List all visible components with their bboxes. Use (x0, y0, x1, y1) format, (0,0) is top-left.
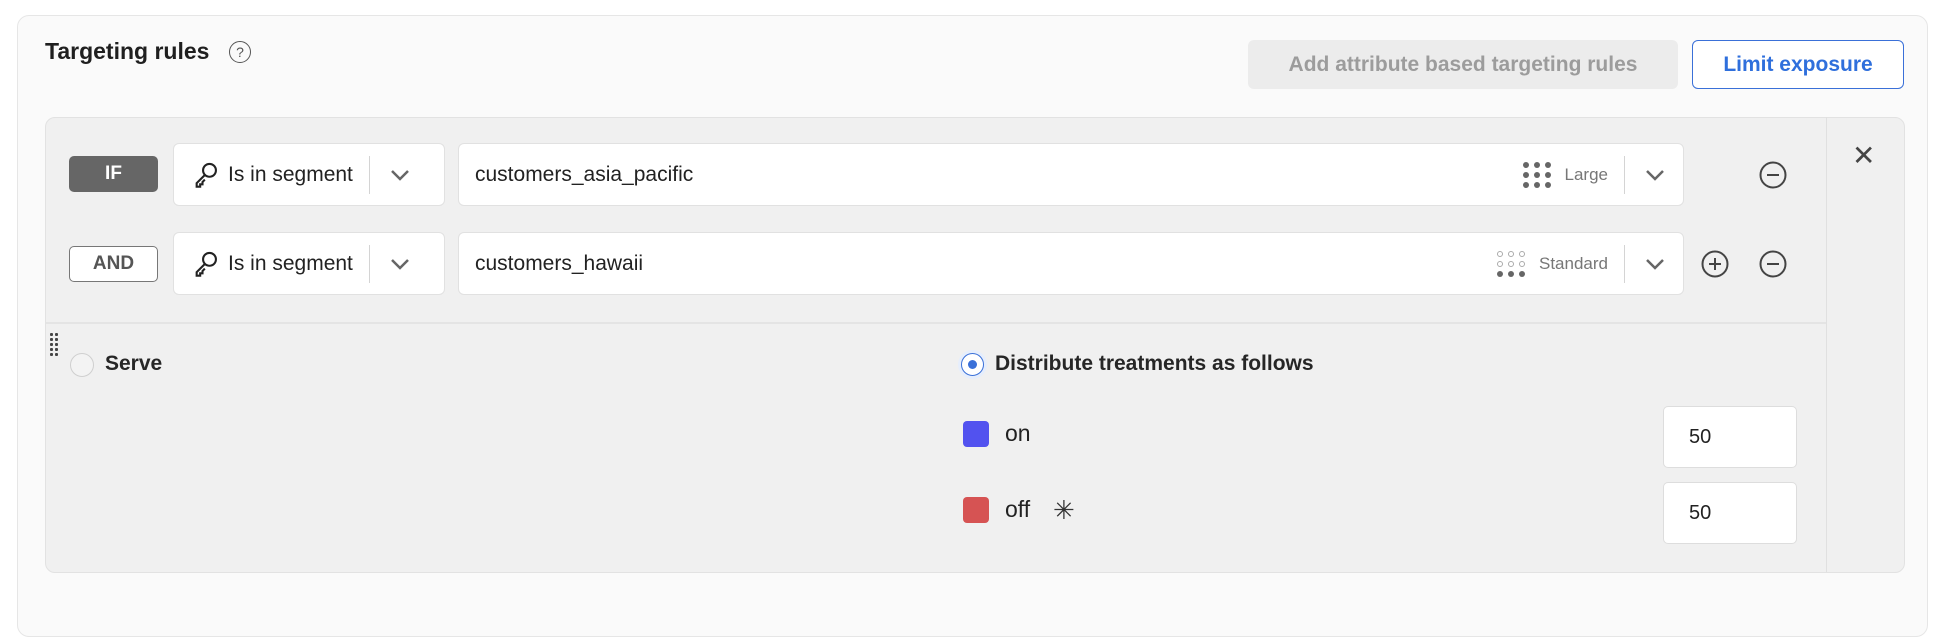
operator-select[interactable]: Is in segment (173, 232, 445, 295)
treatment-percent-input[interactable]: 50 (1663, 482, 1797, 544)
add-condition-icon[interactable] (1701, 250, 1729, 278)
segment-value: customers_hawaii (475, 251, 644, 275)
key-icon (195, 162, 217, 188)
treatment-color-swatch (963, 497, 989, 523)
default-treatment-icon: ✳ (1053, 495, 1075, 525)
question-circle-icon[interactable]: ? (229, 41, 251, 63)
segment-select[interactable]: customers_asia_pacific Large (458, 143, 1684, 206)
close-icon[interactable]: ✕ (1852, 140, 1876, 171)
section-title: Targeting rules (45, 38, 210, 64)
serve-radio[interactable] (70, 353, 94, 377)
remove-condition-icon[interactable] (1759, 161, 1787, 189)
distribute-radio[interactable] (961, 353, 984, 376)
if-badge: IF (69, 156, 158, 192)
operator-select[interactable]: Is in segment (173, 143, 445, 206)
chevron-down-icon[interactable] (390, 258, 410, 270)
treatment-percent-input[interactable]: 50 (1663, 406, 1797, 468)
and-badge: AND (69, 246, 158, 282)
segment-select[interactable]: customers_hawaii Standard (458, 232, 1684, 295)
remove-condition-icon[interactable] (1759, 250, 1787, 278)
segment-size: Large (1564, 164, 1608, 184)
separator (368, 155, 370, 194)
segment-value: customers_asia_pacific (475, 162, 694, 186)
drag-handle-icon[interactable] (50, 333, 58, 356)
divider (1826, 117, 1827, 572)
treatment-name: off (1005, 496, 1031, 522)
divider (46, 322, 1826, 324)
chevron-down-icon[interactable] (1645, 169, 1665, 181)
separator (1624, 155, 1625, 194)
serve-label: Serve (105, 352, 163, 375)
operator-label: Is in segment (228, 162, 353, 186)
operator-label: Is in segment (228, 251, 353, 275)
treatment-color-swatch (963, 421, 989, 447)
distribute-label: Distribute treatments as follows (995, 352, 1314, 375)
limit-exposure-button[interactable]: Limit exposure (1692, 40, 1904, 89)
separator (368, 244, 370, 283)
chevron-down-icon[interactable] (390, 169, 410, 181)
chevron-down-icon[interactable] (1645, 258, 1665, 270)
standard-size-icon (1497, 250, 1525, 277)
treatment-name: on (1005, 420, 1031, 446)
separator (1624, 244, 1625, 283)
large-size-icon (1522, 161, 1551, 188)
segment-size: Standard (1539, 253, 1608, 273)
key-icon (195, 251, 217, 277)
add-attribute-rules-button[interactable]: Add attribute based targeting rules (1248, 40, 1678, 89)
